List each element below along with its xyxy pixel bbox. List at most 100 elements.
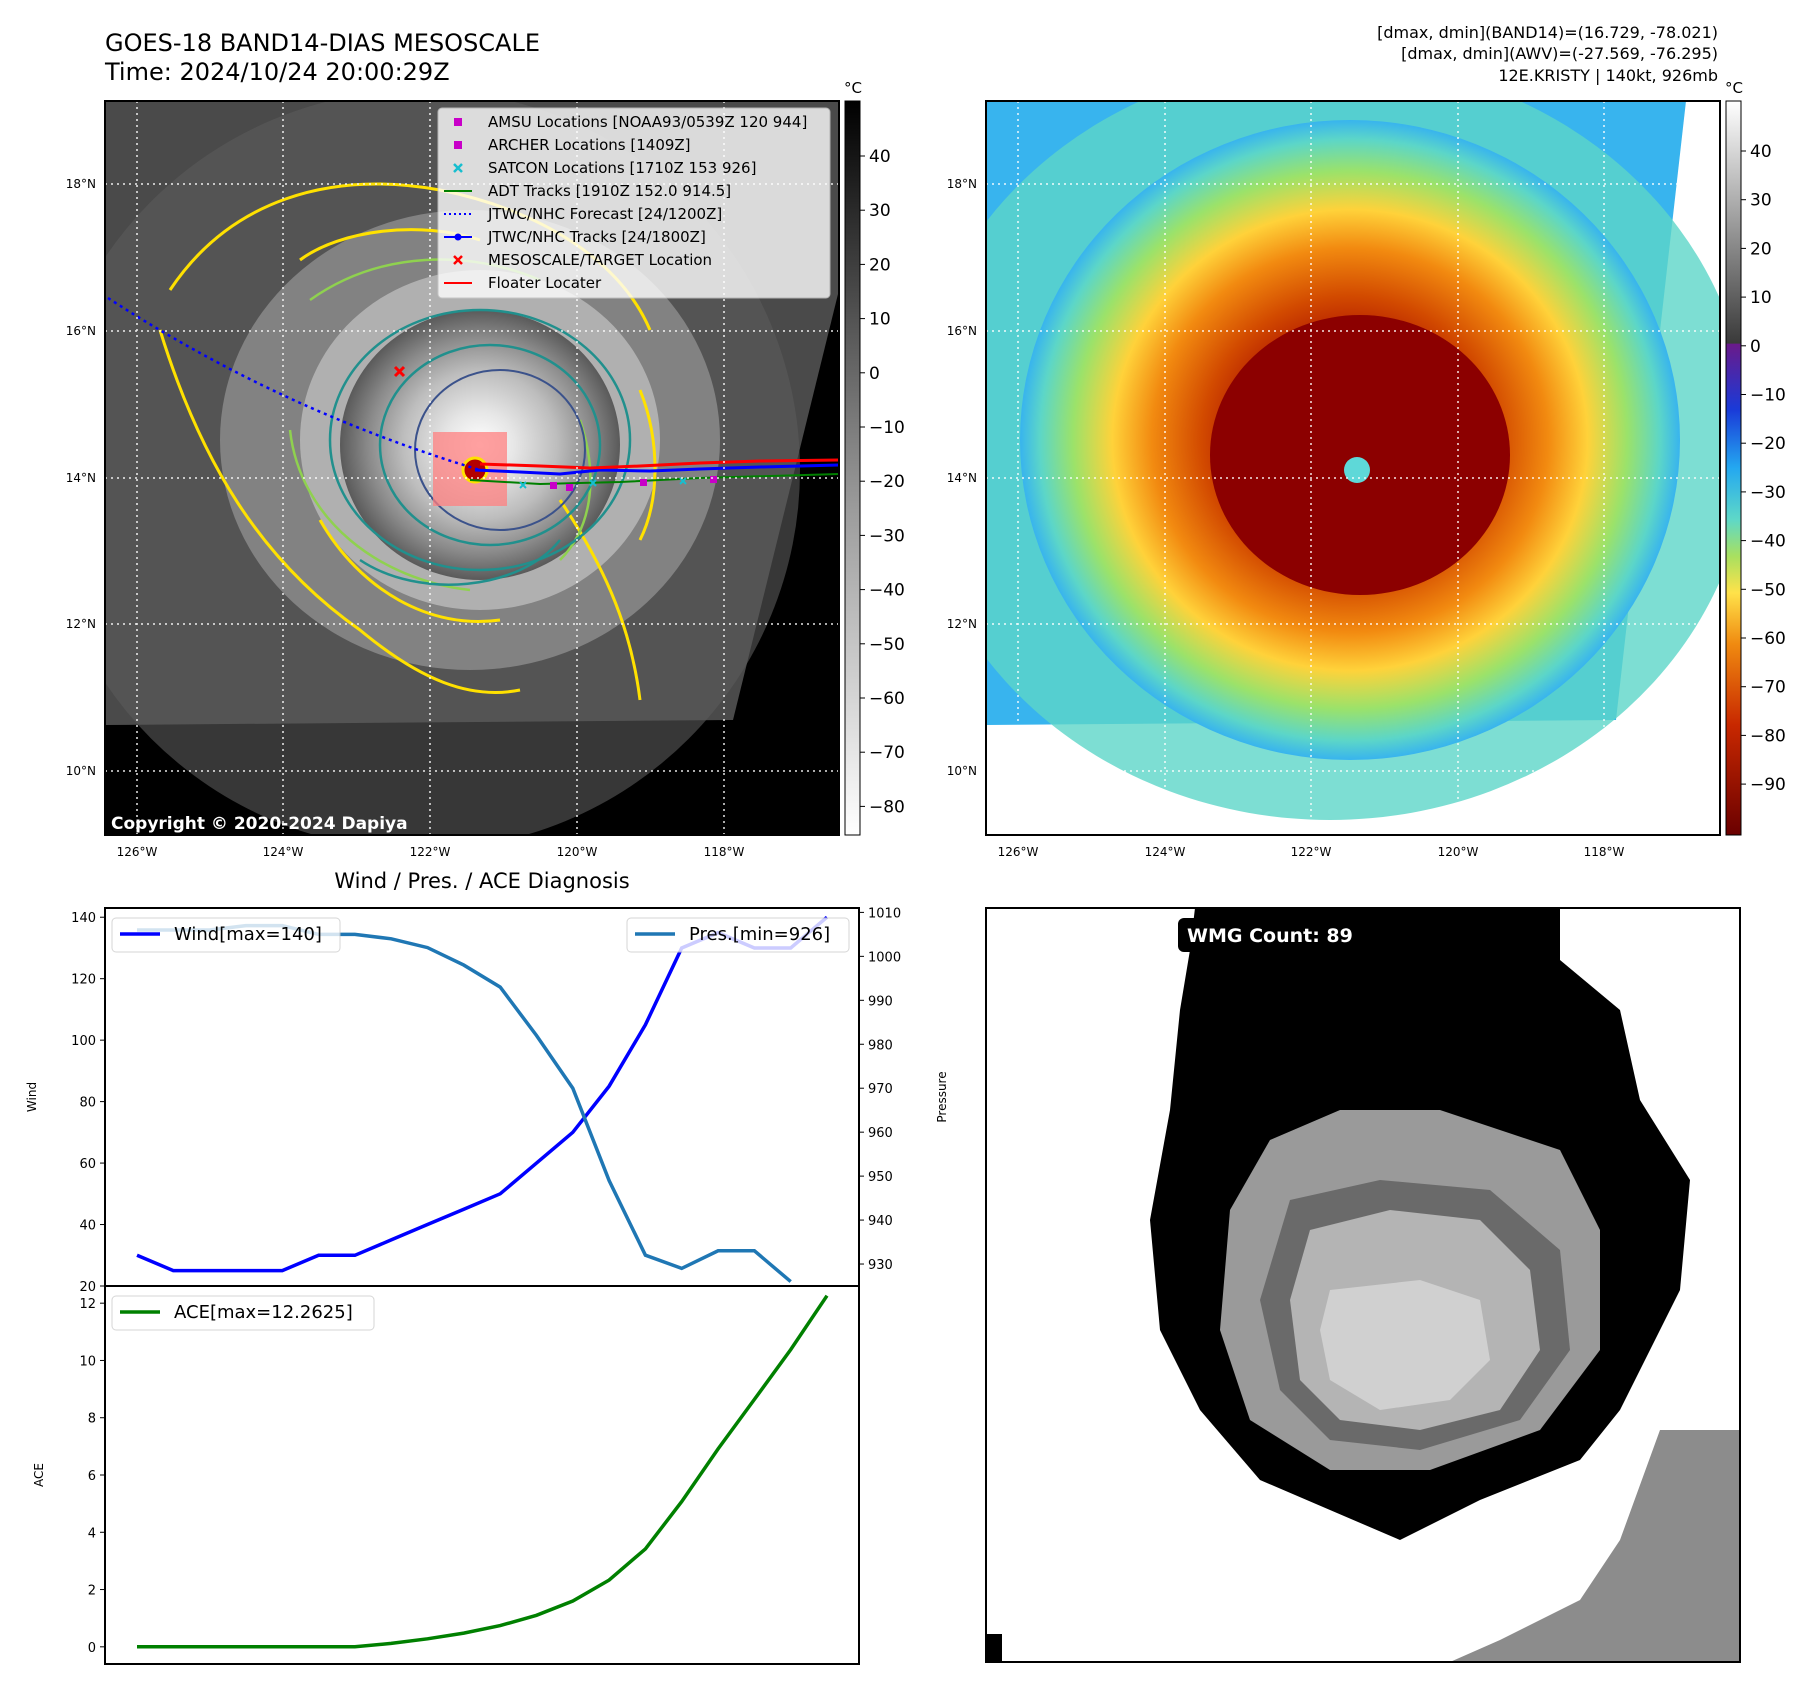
- colorbar-tick-label: −80: [1750, 726, 1786, 746]
- lon-label: 118°W: [1584, 845, 1625, 859]
- pressure-tick-label: 1010: [868, 906, 901, 921]
- colorbar-tick-label: −20: [869, 472, 905, 492]
- gray-colorbar-unit: °C: [844, 79, 862, 97]
- colorbar-tick-label: −30: [869, 526, 905, 546]
- gray-colorbar-ticks: 40 30 20 10 0 −10 −20 −30 −40 −50 −60 −70 −80: [860, 147, 905, 817]
- pressure-tick-label: 950: [868, 1170, 893, 1185]
- colorbar-tick-label: −40: [869, 581, 905, 601]
- lat-label: 18°N: [947, 177, 977, 191]
- map-legend-items: AMSU Locations [NOAA93/0539Z 120 944] ARC…: [444, 113, 807, 292]
- figure-title: GOES-18 BAND14-DIAS MESOSCALE: [105, 29, 540, 57]
- pressure-tick-label: 940: [868, 1214, 893, 1229]
- lon-label: 126°W: [998, 845, 1039, 859]
- lat-label: 18°N: [66, 177, 96, 191]
- ir-map-lat-labels: 18°N 16°N 14°N 12°N 10°N: [66, 177, 96, 778]
- lon-label: 122°W: [410, 845, 451, 859]
- ir-map: Copyright © 2020-2024 Dapiya: [105, 101, 839, 835]
- colorbar-tick-label: −60: [1750, 629, 1786, 649]
- legend-marker: [454, 141, 462, 149]
- awv-range: [dmax, dmin](AWV)=(-27.569, -76.295): [1401, 44, 1718, 63]
- pressure-tick-label: 990: [868, 994, 893, 1009]
- color-map-lon-labels: 126°W 124°W 122°W 120°W 118°W: [998, 845, 1625, 859]
- legend-marker: [453, 255, 463, 265]
- legend-label: AMSU Locations [NOAA93/0539Z 120 944]: [488, 113, 807, 131]
- colorbar-tick-label: −10: [1750, 386, 1786, 406]
- forecast-track: [107, 296, 481, 472]
- color-map-lat-labels: 18°N 16°N 14°N 12°N 10°N: [947, 177, 977, 778]
- pressure-legend: [626, 917, 850, 953]
- colorbar-tick-label: 40: [1750, 142, 1772, 162]
- wind-tick-label: 20: [79, 1280, 96, 1295]
- wind-legend-label: Wind[max=140]: [174, 924, 322, 945]
- ace-axis-label: ACE: [32, 1463, 46, 1487]
- wind-axis-label: Wind: [25, 1082, 39, 1112]
- copyright-text: Copyright © 2020-2024 Dapiya: [111, 814, 408, 834]
- color-colorbar: [1725, 100, 1742, 836]
- wmg-count-label: WMG Count: 89: [1187, 925, 1353, 947]
- lat-label: 16°N: [947, 324, 977, 338]
- pressure-tick-label: 930: [868, 1258, 893, 1273]
- ace-series-line: [137, 1294, 829, 1649]
- pressure-tick-label: 980: [868, 1038, 893, 1053]
- colorbar-tick-label: 0: [869, 364, 880, 384]
- color-map-frame: [985, 100, 1721, 836]
- colorbar-tick-label: −50: [1750, 580, 1786, 600]
- colorbar-tick-label: −70: [1750, 678, 1786, 698]
- lat-label: 12°N: [947, 617, 977, 631]
- lat-label: 16°N: [66, 324, 96, 338]
- colorbar-tick-label: 10: [1750, 288, 1772, 308]
- legend-label: JTWC/NHC Forecast [24/1200Z]: [487, 205, 722, 223]
- lon-label: 120°W: [1438, 845, 1479, 859]
- lon-label: 124°W: [263, 845, 304, 859]
- wind-tick-label: 100: [71, 1034, 96, 1049]
- eye: [1344, 457, 1370, 483]
- colorbar-tick-label: −50: [869, 635, 905, 655]
- colorbar-tick-label: −40: [1750, 532, 1786, 552]
- best-track: [474, 463, 839, 476]
- ace-chart: 0 2 4 6 8 10 12 ACE[max=12.2625]: [79, 1285, 860, 1665]
- ace-tick-label: 8: [88, 1412, 96, 1427]
- colorbar-tick-label: −90: [1750, 775, 1786, 795]
- legend-marker: [454, 118, 462, 126]
- colorbar-tick-label: 20: [869, 255, 891, 275]
- wind-tick-label: 40: [79, 1219, 96, 1234]
- ace-tick-label: 6: [88, 1469, 96, 1484]
- colorbar-tick-label: −10: [869, 418, 905, 438]
- colorbar-tick-label: 30: [869, 201, 891, 221]
- wind-tick-label: 120: [71, 973, 96, 988]
- lat-label: 14°N: [66, 471, 96, 485]
- lat-label: 10°N: [947, 764, 977, 778]
- ace-legend: [111, 1295, 375, 1331]
- figure-time: Time: 2024/10/24 20:00:29Z: [104, 58, 450, 86]
- colorbar-tick-label: −70: [869, 743, 905, 763]
- legend-label: Floater Locater: [488, 274, 602, 292]
- colorbar-tick-label: −60: [869, 689, 905, 709]
- floater-track: [479, 458, 839, 470]
- pressure-tick-label: 960: [868, 1126, 893, 1141]
- storm-info: 12E.KRISTY | 140kt, 926mb: [1498, 66, 1718, 85]
- ace-tick-label: 12: [79, 1297, 96, 1312]
- legend-label: SATCON Locations [1710Z 153 926]: [488, 159, 756, 177]
- ace-legend-label: ACE[max=12.2625]: [174, 1302, 353, 1323]
- colorbar-tick-label: −30: [1750, 483, 1786, 503]
- ace-tick-label: 4: [88, 1526, 96, 1541]
- colorbar-tick-label: −80: [869, 797, 905, 817]
- pressure-legend-label: Pres.[min=926]: [689, 924, 830, 945]
- wmg-panel: WMG Count: 89: [985, 907, 1741, 1663]
- legend-label: JTWC/NHC Tracks [24/1800Z]: [487, 228, 706, 246]
- adt-track: [469, 473, 839, 486]
- ir-map-frame: [104, 100, 840, 836]
- legend-label: ADT Tracks [1910Z 152.0 914.5]: [488, 182, 731, 200]
- colorbar-tick-label: 40: [869, 147, 891, 167]
- colorbar-tick-label: 20: [1750, 239, 1772, 259]
- ir-map-lon-labels: 126°W 124°W 122°W 120°W 118°W: [117, 845, 745, 859]
- wind-pressure-chart: 20 40 60 80 100 120 140 930 940 950 960 970 980 990 10…: [71, 906, 901, 1295]
- lat-label: 10°N: [66, 764, 96, 778]
- legend-marker-dot: [454, 233, 462, 241]
- lat-label: 14°N: [947, 471, 977, 485]
- colorbar-tick-label: −20: [1750, 434, 1786, 454]
- lon-label: 124°W: [1145, 845, 1186, 859]
- pressure-axis-label: Pressure: [935, 1071, 949, 1122]
